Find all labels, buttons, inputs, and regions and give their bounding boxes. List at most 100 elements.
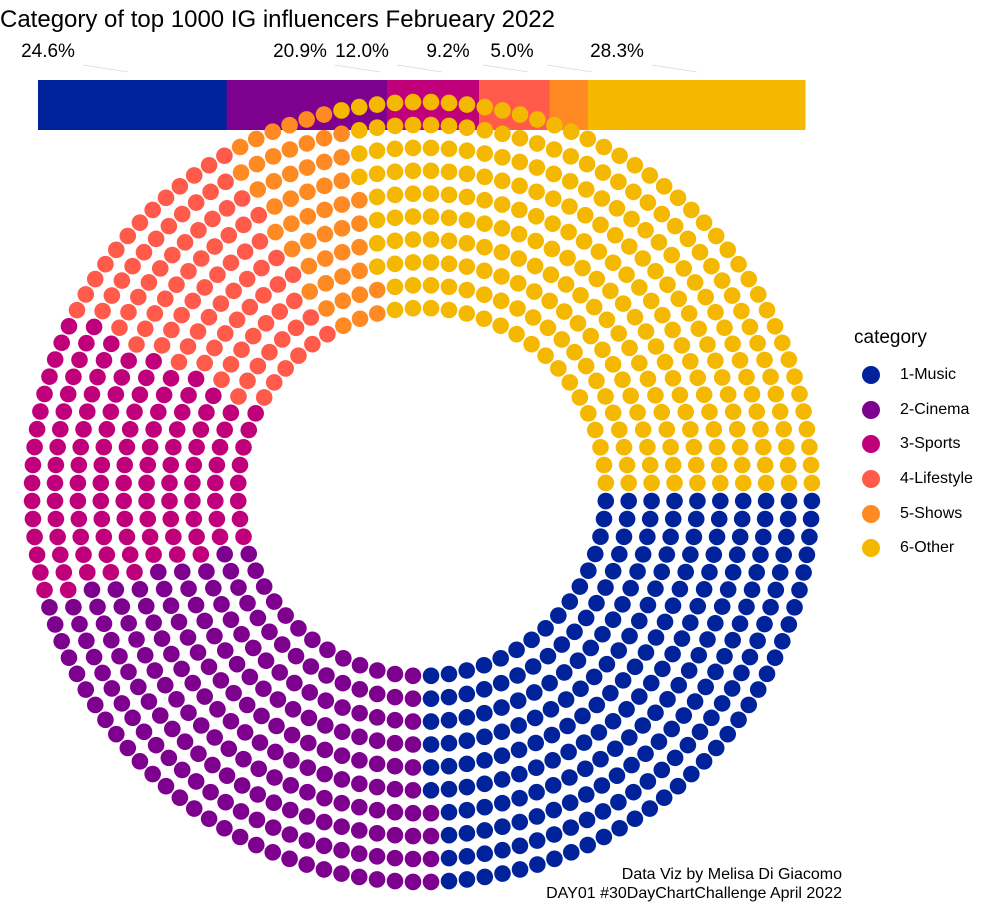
legend-item-2-cinema: 2-Cinema xyxy=(854,393,973,428)
legend-swatch xyxy=(862,539,880,558)
percent-label: 12.0% xyxy=(335,41,389,62)
waffle-dot-6-other xyxy=(386,94,404,112)
waffle-dot-6-other xyxy=(368,235,386,252)
waffle-dot-6-other xyxy=(585,298,603,316)
waffle-dot-6-other xyxy=(691,243,709,261)
legend-title: category xyxy=(854,327,927,348)
waffle-dot-1-music xyxy=(588,594,605,612)
waffle-dot-3-sports xyxy=(165,438,182,456)
waffle-dot-4-lifestyle xyxy=(302,309,320,326)
waffle-dot-2-cinema xyxy=(235,750,252,768)
waffle-dot-2-cinema xyxy=(315,861,333,878)
waffle-dot-1-music xyxy=(582,639,600,657)
waffle-dot-6-other xyxy=(458,188,476,206)
waffle-dot-1-music xyxy=(588,696,606,714)
waffle-dot-1-music xyxy=(733,510,751,528)
waffle-dot-1-music xyxy=(618,701,635,718)
waffle-dot-3-sports xyxy=(211,528,229,546)
waffle-dot-1-music xyxy=(440,757,458,775)
waffle-dot-6-other xyxy=(647,262,664,280)
waffle-dot-1-music xyxy=(537,620,554,637)
waffle-dot-2-cinema xyxy=(281,850,298,868)
waffle-dot-6-other xyxy=(802,456,820,474)
waffle-dot-2-cinema xyxy=(144,765,161,783)
waffle-dot-1-music xyxy=(493,771,511,788)
waffle-dot-6-other xyxy=(602,282,619,300)
waffle-dot-3-sports xyxy=(72,438,90,456)
waffle-dot-6-other xyxy=(553,331,571,348)
waffle-dot-1-music xyxy=(798,546,816,564)
waffle-dot-6-other xyxy=(562,123,580,140)
waffle-dot-2-cinema xyxy=(60,649,78,667)
waffle-dot-6-other xyxy=(622,387,639,405)
waffle-dot-1-music xyxy=(440,734,458,752)
waffle-dot-2-cinema xyxy=(333,747,351,764)
waffle-dot-1-music xyxy=(543,726,561,744)
waffle-dot-6-other xyxy=(795,403,812,420)
waffle-dot-5-shows xyxy=(298,111,315,128)
waffle-dot-3-sports xyxy=(59,385,77,403)
waffle-dot-2-cinema xyxy=(83,581,101,599)
waffle-dot-6-other xyxy=(611,147,628,165)
waffle-dot-1-music xyxy=(647,629,665,646)
waffle-dot-1-music xyxy=(741,648,759,666)
waffle-dot-5-shows xyxy=(334,292,352,310)
waffle-dot-2-cinema xyxy=(192,717,210,734)
waffle-dot-2-cinema xyxy=(351,728,368,746)
waffle-dot-4-lifestyle xyxy=(168,276,185,293)
waffle-dot-1-music xyxy=(458,685,476,703)
waffle-dot-4-lifestyle xyxy=(184,292,202,310)
waffle-dot-6-other xyxy=(620,474,637,492)
waffle-dot-4-lifestyle xyxy=(235,216,252,234)
waffle-dot-2-cinema xyxy=(113,695,131,712)
waffle-dot-4-lifestyle xyxy=(290,347,307,364)
waffle-dot-6-other xyxy=(680,305,698,322)
waffle-dot-6-other xyxy=(440,186,458,204)
waffle-dot-6-other xyxy=(757,474,775,492)
legend-swatch xyxy=(862,400,880,419)
waffle-dot-6-other xyxy=(511,129,529,147)
waffle-dot-1-music xyxy=(614,672,632,689)
waffle-dot-6-other xyxy=(774,334,791,352)
waffle-dot-3-sports xyxy=(131,386,149,403)
waffle-dot-3-sports xyxy=(216,421,233,439)
waffle-dot-2-cinema xyxy=(250,760,268,778)
waffle-dot-1-music xyxy=(611,545,628,563)
waffle-dot-1-music xyxy=(801,528,818,546)
waffle-dot-6-other xyxy=(476,262,493,280)
waffle-dot-2-cinema xyxy=(404,850,422,868)
waffle-dot-4-lifestyle xyxy=(173,306,190,324)
waffle-dot-2-cinema xyxy=(265,794,283,811)
waffle-dot-1-music xyxy=(555,664,573,681)
waffle-dot-6-other xyxy=(801,438,818,456)
waffle-dot-2-cinema xyxy=(230,579,247,596)
waffle-dot-1-music xyxy=(618,510,636,528)
waffle-dot-4-lifestyle xyxy=(97,255,114,273)
waffle-dot-3-sports xyxy=(121,421,139,438)
waffle-dot-1-music xyxy=(683,765,700,783)
waffle-dot-4-lifestyle xyxy=(156,290,174,308)
waffle-dot-6-other xyxy=(368,96,386,113)
waffle-dot-3-sports xyxy=(103,335,120,353)
waffle-dot-3-sports xyxy=(145,353,162,370)
waffle-dot-1-music xyxy=(557,691,575,708)
waffle-dot-2-cinema xyxy=(151,707,169,724)
waffle-dot-1-music xyxy=(713,598,731,615)
waffle-dot-2-cinema xyxy=(316,741,334,759)
waffle-dot-1-music xyxy=(622,579,639,597)
waffle-dot-6-other xyxy=(659,276,676,293)
waffle-dot-1-music xyxy=(639,596,657,614)
waffle-dot-6-other xyxy=(798,420,816,438)
waffle-dot-3-sports xyxy=(102,403,120,421)
waffle-dot-2-cinema xyxy=(240,545,258,563)
waffle-dot-1-music xyxy=(705,546,723,563)
waffle-dot-6-other xyxy=(656,353,674,371)
waffle-dot-2-cinema xyxy=(216,545,233,563)
waffle-dot-6-other xyxy=(682,421,699,438)
waffle-dot-2-cinema xyxy=(261,623,278,641)
waffle-dot-2-cinema xyxy=(253,707,270,725)
waffle-dot-6-other xyxy=(368,188,386,206)
waffle-dot-1-music xyxy=(594,803,612,820)
waffle-dot-1-music xyxy=(475,656,493,674)
waffle-dot-3-sports xyxy=(47,510,65,528)
